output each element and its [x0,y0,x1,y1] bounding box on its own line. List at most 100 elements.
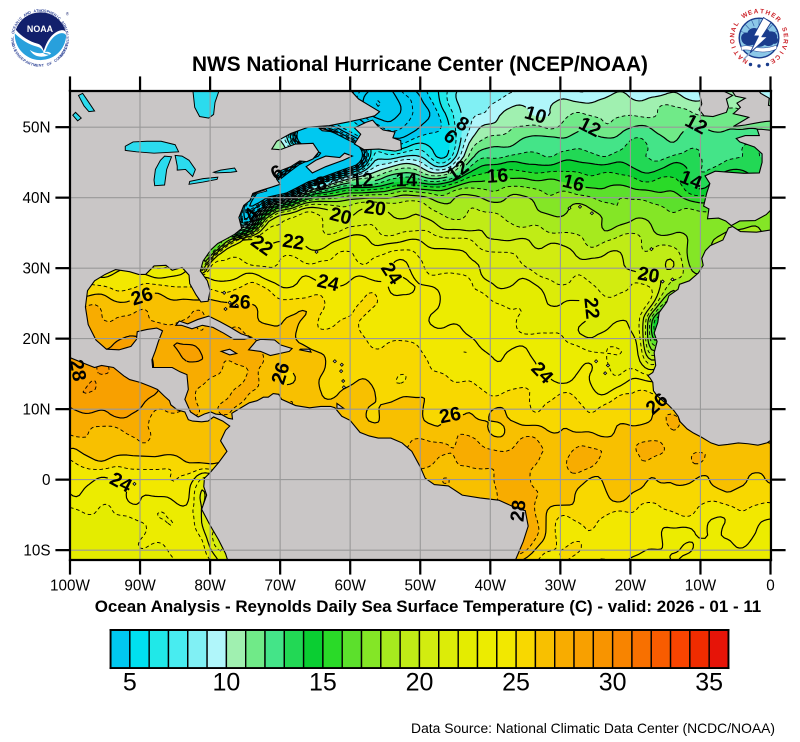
svg-text:I: I [65,34,69,36]
svg-text:10: 10 [212,668,240,696]
svg-text:R: R [27,61,31,66]
svg-text:N: N [59,52,64,57]
svg-text:C: C [64,46,69,50]
svg-text:T: T [760,8,765,15]
svg-text:H: H [764,9,771,17]
svg-text:E: E [20,57,25,62]
svg-text:Data Source: National Climatic: Data Source: National Climatic Data Cent… [411,720,775,736]
svg-text:L: L [11,36,15,39]
svg-text:NOAA: NOAA [27,24,54,34]
svg-text:M: M [33,63,37,68]
svg-text:16: 16 [486,165,509,188]
svg-text:A: A [24,60,29,65]
svg-text:E: E [65,43,70,47]
svg-text:S: S [13,48,18,52]
svg-text:N: N [16,52,21,57]
svg-text:T: T [41,63,44,67]
svg-text:T: T [733,49,741,56]
svg-text:P: P [46,10,50,15]
svg-text:R: R [62,48,67,52]
svg-text:N: N [39,64,42,68]
svg-text:A: A [753,8,759,16]
svg-text:T: T [36,9,39,13]
svg-text:.: . [12,47,16,49]
svg-text:.: . [15,51,19,54]
svg-text:F: F [49,61,53,66]
svg-text:100W: 100W [50,578,90,595]
svg-text:S: S [65,36,69,39]
svg-text:0: 0 [766,578,775,595]
svg-text:A: A [60,20,65,25]
svg-text:M: M [63,25,68,30]
svg-text:A: A [23,13,28,18]
svg-text:20N: 20N [23,331,51,348]
svg-text:N: N [741,56,749,65]
svg-text:I: I [55,15,58,19]
svg-text:30W: 30W [545,578,577,595]
svg-text:E: E [61,50,66,55]
svg-text:50N: 50N [23,120,51,137]
svg-text:P: P [22,58,27,63]
svg-text:20: 20 [406,668,434,696]
svg-text:A: A [33,9,37,14]
svg-text:H: H [48,10,52,15]
svg-text:40N: 40N [23,190,51,207]
svg-text:E: E [36,63,39,67]
svg-text:I: I [13,47,17,49]
svg-text:40W: 40W [475,578,507,595]
svg-text:50W: 50W [405,578,437,595]
svg-text:T: T [65,39,69,42]
svg-text:A: A [736,53,744,62]
svg-text:26: 26 [437,403,463,429]
svg-text:35: 35 [695,668,723,696]
svg-text:C: C [19,16,24,21]
svg-text:60W: 60W [335,578,367,595]
svg-text:N: N [64,31,69,35]
svg-text:C: C [773,53,781,62]
svg-text:A: A [14,50,19,55]
svg-text:L: L [733,21,741,28]
svg-text:O: O [61,50,66,55]
svg-text:O: O [729,38,737,44]
svg-text:M: M [59,53,64,58]
svg-text:20: 20 [363,196,387,221]
svg-text:90W: 90W [124,578,156,595]
svg-text:V: V [779,44,787,51]
svg-text:70W: 70W [264,578,296,595]
svg-text:E: E [747,9,754,17]
svg-text:R: R [781,39,789,45]
svg-text:15: 15 [309,668,337,696]
svg-text:E: E [781,33,788,39]
svg-text:N: N [729,32,736,38]
svg-text:D: D [18,55,23,60]
svg-text:O: O [11,30,16,34]
svg-text:20: 20 [636,263,661,288]
svg-text:S: S [780,26,788,33]
svg-text:I: I [731,45,738,49]
svg-text:T: T [63,46,68,50]
svg-text:A: A [11,38,15,41]
svg-text:25: 25 [502,668,530,696]
svg-text:A: A [730,26,738,33]
svg-text:C: C [57,16,62,21]
svg-text:E: E [768,56,776,65]
svg-text:A: A [14,22,19,27]
svg-text:®: ® [66,11,69,16]
svg-text:O: O [11,43,16,47]
svg-text:A: A [64,44,69,48]
svg-text:M: M [38,9,41,13]
svg-text:W: W [740,11,750,21]
svg-text:D: D [61,23,66,28]
svg-text:M: M [57,55,62,60]
svg-text:C: C [12,28,17,32]
svg-text:28: 28 [506,499,530,523]
svg-text:10W: 10W [685,578,717,595]
svg-text:R: R [53,13,58,18]
svg-text:O: O [41,9,44,13]
svg-text:30N: 30N [23,261,51,278]
svg-text:22: 22 [281,230,306,255]
svg-text:0: 0 [42,472,51,489]
svg-text:26: 26 [228,291,251,314]
svg-text:30: 30 [599,668,627,696]
svg-text:22: 22 [579,296,603,320]
